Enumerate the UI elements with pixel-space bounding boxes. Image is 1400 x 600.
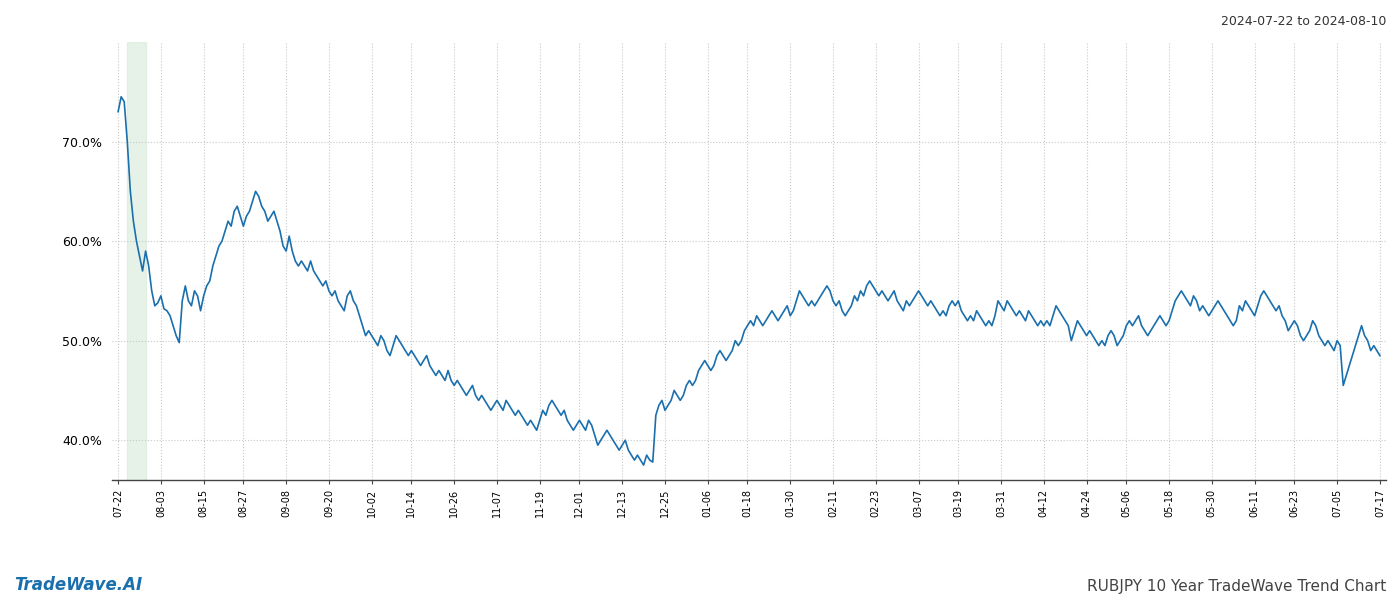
- Text: TradeWave.AI: TradeWave.AI: [14, 576, 143, 594]
- Text: 2024-07-22 to 2024-08-10: 2024-07-22 to 2024-08-10: [1221, 15, 1386, 28]
- Text: RUBJPY 10 Year TradeWave Trend Chart: RUBJPY 10 Year TradeWave Trend Chart: [1086, 579, 1386, 594]
- Bar: [127, 42, 146, 480]
